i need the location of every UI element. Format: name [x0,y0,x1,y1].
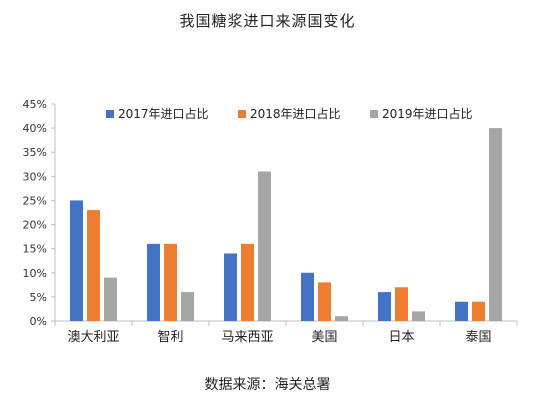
legend-swatch [106,110,114,118]
bar [378,292,391,321]
y-tick-label: 35% [23,146,47,159]
x-tick-label: 智利 [157,330,183,345]
y-tick-label: 25% [23,194,47,207]
y-tick-label: 40% [23,122,47,135]
bar [224,253,237,321]
bar [241,243,254,321]
bar [489,128,502,321]
y-tick-label: 45% [23,98,47,111]
y-tick-label: 10% [23,267,47,280]
bar [258,171,271,321]
bar [164,243,177,321]
legend-label: 2019年进口占比 [382,106,473,121]
x-tick-label: 泰国 [465,330,491,345]
x-tick-label: 澳大利亚 [67,329,119,345]
bar [87,210,100,321]
bar [395,287,408,321]
y-tick-label: 30% [23,170,47,183]
legend-label: 2017年进口占比 [118,106,209,121]
chart-title: 我国糖浆进口来源国变化 [179,12,356,30]
bar [472,301,485,321]
x-tick-label: 美国 [311,330,337,345]
legend-swatch [238,110,246,118]
bar [70,200,83,321]
bar [301,272,314,321]
bar [335,316,348,321]
bar [147,243,160,321]
y-tick-label: 15% [23,243,47,256]
y-tick-label: 20% [23,219,47,232]
legend-label: 2018年进口占比 [250,106,341,121]
bar [412,311,425,321]
y-tick-label: 5% [30,291,47,304]
bar [318,282,331,321]
x-tick-label: 日本 [388,330,414,345]
y-tick-label: 0% [30,315,47,328]
x-tick-label: 马来西亚 [221,330,273,345]
legend-swatch [370,110,378,118]
bar [455,301,468,321]
bar [181,292,194,321]
bar [104,277,117,321]
data-source-note: 数据来源：海关总署 [204,377,331,393]
